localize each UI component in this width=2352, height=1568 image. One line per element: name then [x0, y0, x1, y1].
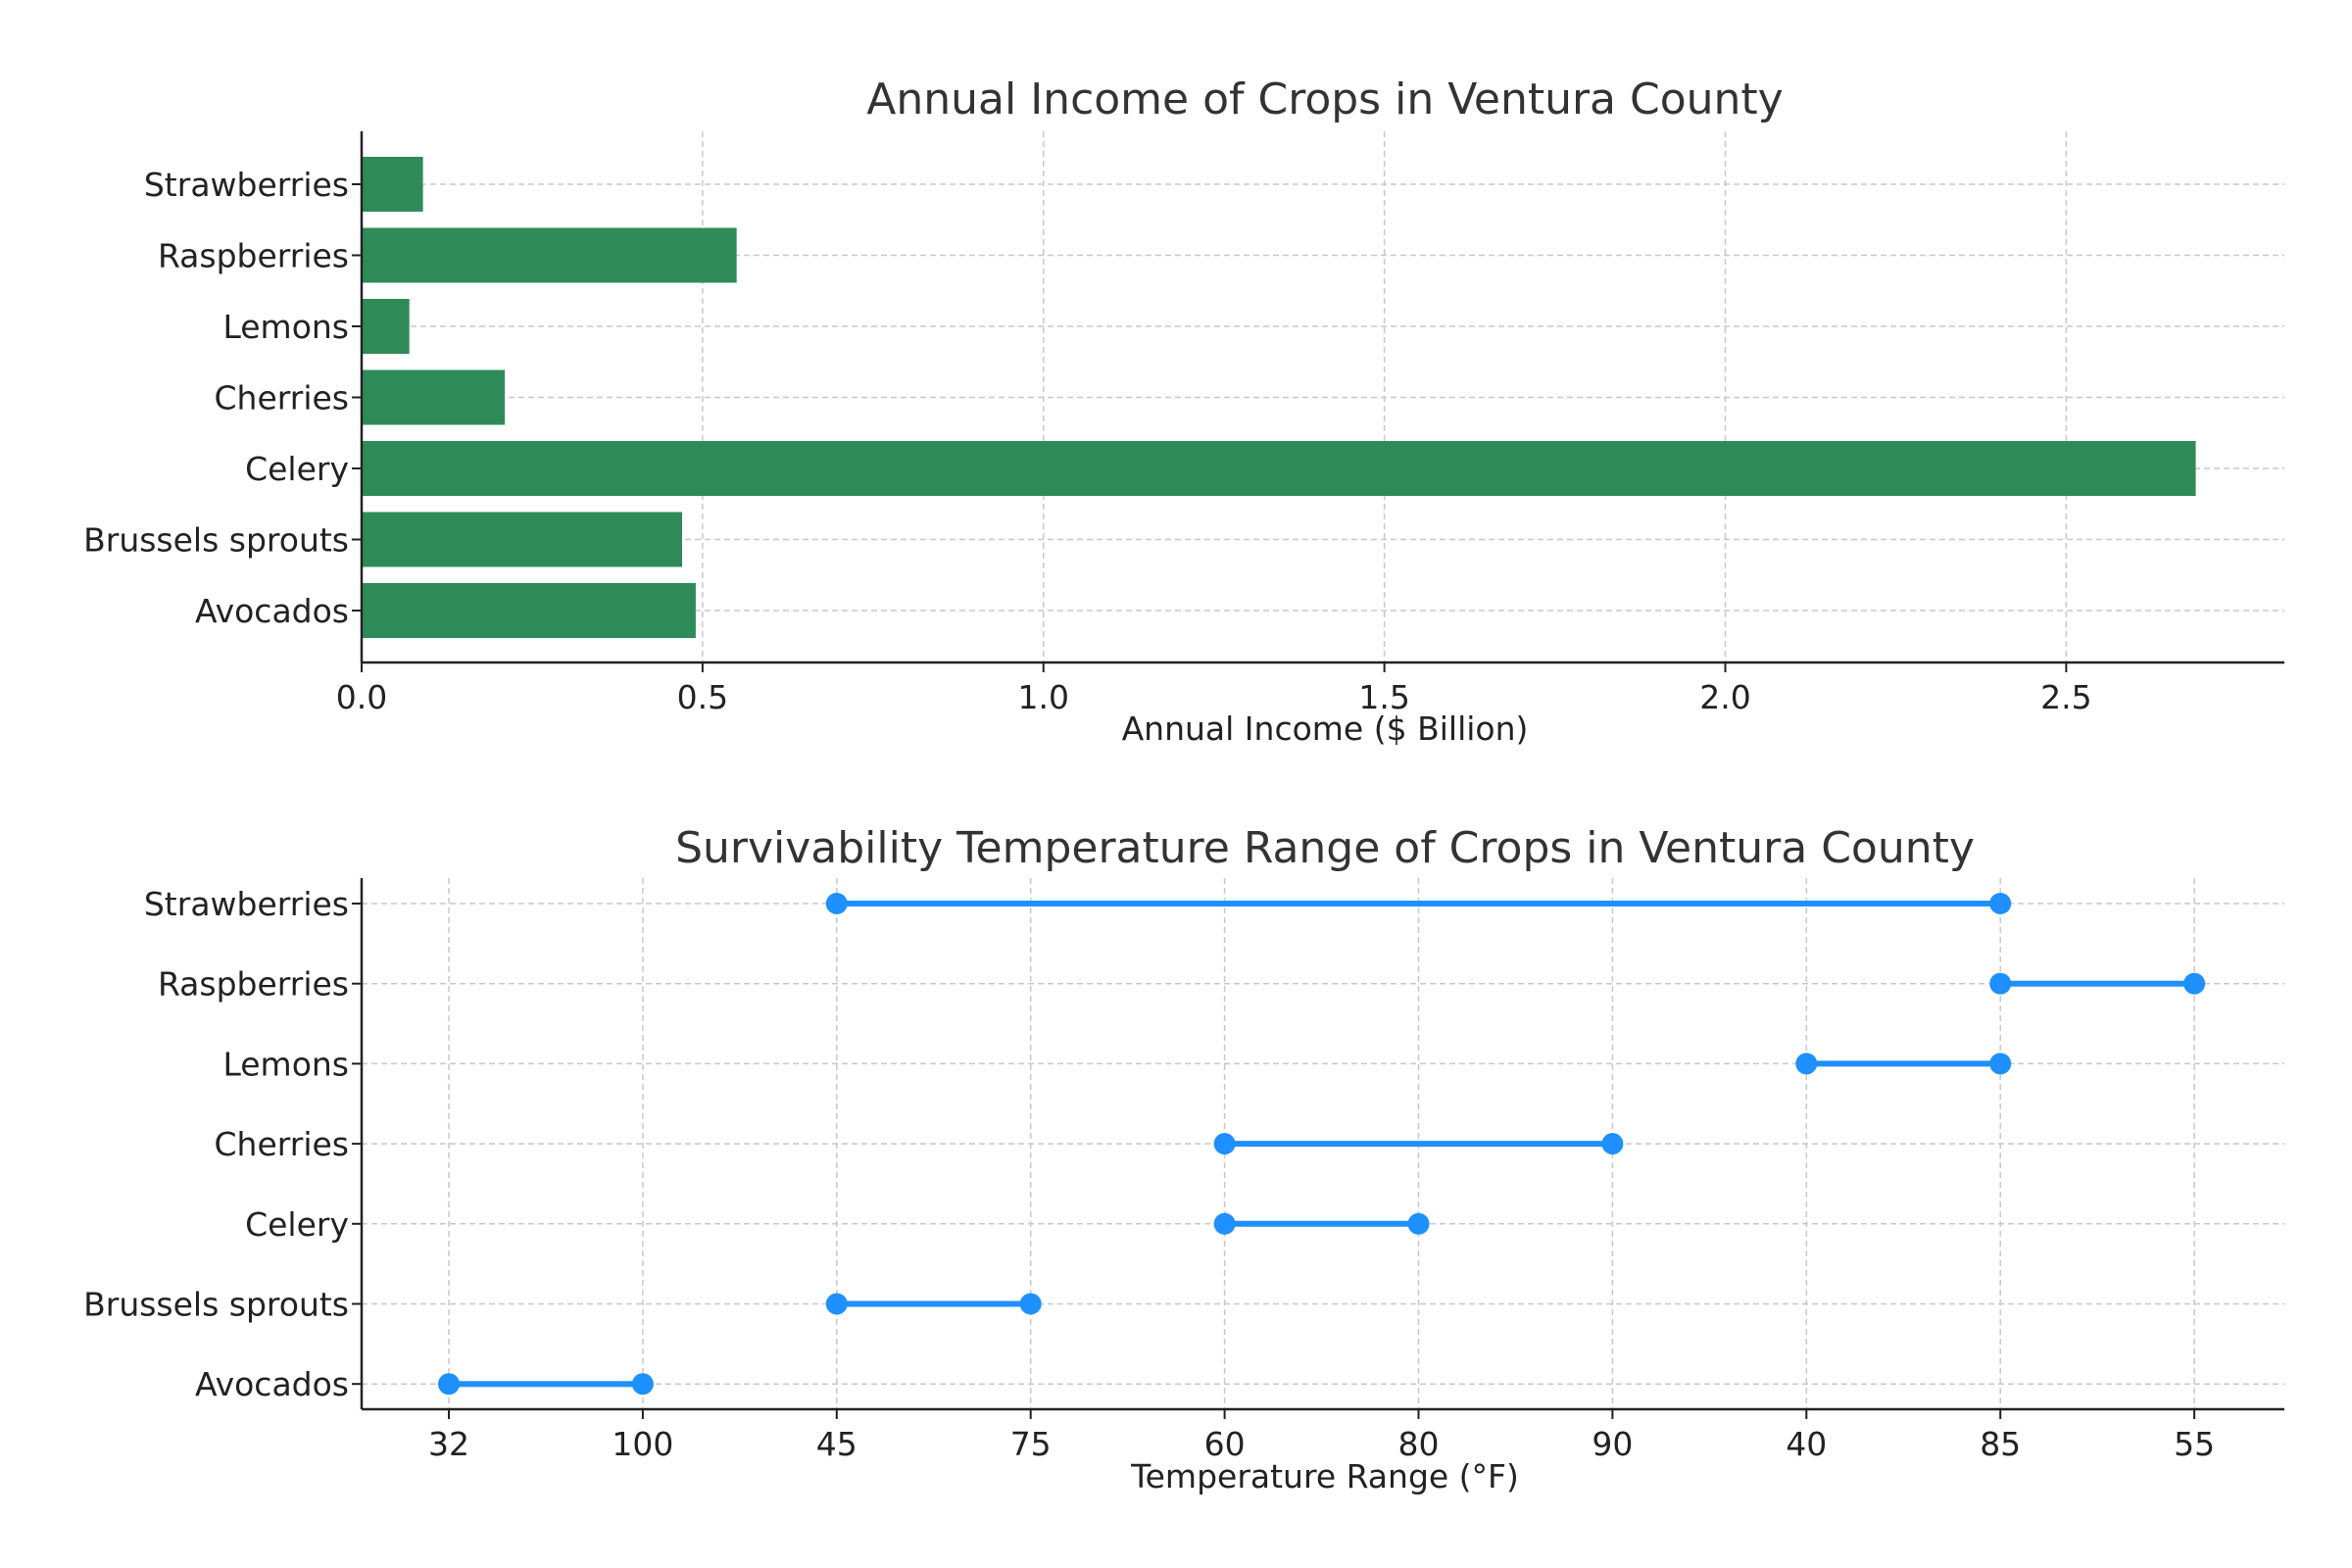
income-bar-cherries [362, 369, 506, 425]
temp-point-high-avocados [631, 1373, 654, 1396]
temp-xtick-label: 75 [1010, 1425, 1052, 1463]
temp-point-low-lemons [1795, 1053, 1818, 1075]
temp-point-low-cherries [1213, 1133, 1236, 1155]
temp-point-low-raspberries [1989, 972, 2012, 995]
temp-point-low-strawberries [825, 893, 848, 914]
temp-point-high-strawberries [1989, 893, 2012, 914]
income-bar-lemons [362, 299, 410, 354]
income-chart-grid [361, 131, 2284, 662]
temperature-chart-title: Survivability Temperature Range of Crops… [675, 823, 1975, 873]
income-chart-axes: 0.0 0.5 1.0 1.5 2.0 2.5 Avocados Brussels sprou… [83, 131, 2284, 716]
temperature-chart-marks [438, 893, 2206, 1396]
temp-point-high-raspberries [2183, 972, 2206, 995]
temp-ytick-label: Celery [245, 1205, 349, 1244]
temp-xtick-label: 85 [1980, 1425, 2021, 1463]
temp-point-high-lemons [1989, 1053, 2012, 1075]
income-chart-bars [362, 157, 2196, 638]
temp-xtick-label: 90 [1592, 1425, 1633, 1463]
temp-xtick-label: 55 [2174, 1425, 2215, 1463]
temp-ytick-label: Brussels sprouts [83, 1286, 349, 1324]
temperature-chart-axes: 32 100 45 75 60 80 90 40 85 55 Avocados Brussels sp… [83, 878, 2284, 1463]
income-chart-xlabel: Annual Income ($ Billion) [1122, 710, 1529, 748]
income-ytick-label: Brussels sprouts [83, 521, 349, 560]
temperature-chart: Survivability Temperature Range of Crops… [83, 823, 2284, 1495]
income-bar-brussels-sprouts [362, 512, 682, 567]
income-ytick-label: Raspberries [158, 237, 349, 275]
temp-xtick-label: 40 [1786, 1425, 1827, 1463]
income-ytick-label: Cherries [215, 379, 349, 417]
temp-ytick-label: Raspberries [158, 965, 349, 1004]
temp-xtick-label: 80 [1398, 1425, 1440, 1463]
temp-ytick-label: Lemons [222, 1045, 349, 1083]
income-xtick-label: 0.5 [677, 678, 728, 716]
income-xtick-label: 1.5 [1358, 678, 1409, 716]
temperature-chart-xlabel: Temperature Range (°F) [1130, 1457, 1519, 1495]
income-xtick-label: 1.0 [1018, 678, 1069, 716]
income-xtick-label: 0.0 [336, 678, 387, 716]
temp-point-low-celery [1213, 1212, 1236, 1235]
income-ytick-label: Celery [245, 450, 349, 488]
income-ytick-label: Avocados [195, 592, 349, 630]
income-ytick-label: Strawberries [144, 166, 349, 204]
income-chart-title: Annual Income of Crops in Ventura County [866, 74, 1783, 124]
income-bar-strawberries [362, 157, 423, 212]
temp-point-low-brussels-sprouts [825, 1293, 848, 1315]
income-xtick-label: 2.0 [1699, 678, 1750, 716]
temp-ytick-label: Strawberries [144, 885, 349, 923]
income-xtick-label: 2.5 [2040, 678, 2091, 716]
temp-xtick-label: 100 [612, 1425, 673, 1463]
temp-ytick-label: Avocados [195, 1365, 349, 1403]
income-chart: Annual Income of Crops in Ventura County… [83, 74, 2284, 748]
income-bar-celery [362, 441, 2196, 496]
income-bar-raspberries [362, 227, 737, 283]
temp-xtick-label: 32 [428, 1425, 469, 1463]
temp-xtick-label: 60 [1204, 1425, 1246, 1463]
temp-point-high-cherries [1601, 1133, 1624, 1155]
temp-point-high-brussels-sprouts [1019, 1293, 1042, 1315]
temp-point-low-avocados [438, 1373, 460, 1396]
income-ytick-label: Lemons [222, 308, 349, 346]
temp-xtick-label: 45 [816, 1425, 858, 1463]
temp-point-high-celery [1407, 1212, 1430, 1235]
income-bar-avocados [362, 583, 696, 638]
temp-ytick-label: Cherries [215, 1125, 349, 1163]
